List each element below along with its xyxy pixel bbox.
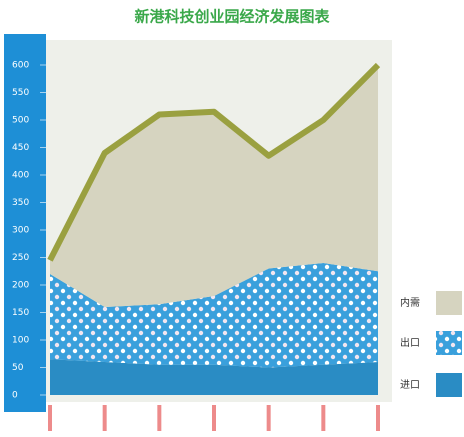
x-tick — [212, 405, 216, 431]
y-tick-label: 450 — [12, 143, 29, 153]
x-tick — [48, 405, 52, 431]
top-line — [47, 62, 381, 262]
y-tick-label: 550 — [12, 88, 29, 98]
y-tick-label: 0 — [12, 391, 18, 401]
y-tick-label: 500 — [12, 116, 29, 126]
y-tick-label: 600 — [12, 61, 29, 71]
x-tick — [376, 405, 380, 431]
legend-swatch — [436, 373, 462, 397]
legend-swatch — [436, 291, 462, 315]
y-tick-label: 100 — [12, 336, 29, 346]
chart-title: 新港科技创业园经济发展图表 — [134, 8, 330, 26]
legend-label: 内需 — [400, 296, 420, 309]
y-tick-label: 50 — [12, 363, 24, 373]
area — [50, 359, 378, 395]
x-tick — [157, 405, 162, 431]
area — [50, 263, 378, 368]
y-tick-label: 300 — [12, 226, 29, 236]
y-tick-label: 250 — [12, 253, 29, 263]
x-tick — [321, 405, 326, 431]
y-tick-label: 400 — [12, 171, 29, 181]
x-tick — [102, 405, 107, 431]
y-tick-label: 150 — [12, 308, 29, 318]
y-tick-label: 350 — [12, 198, 29, 208]
legend-label: 进口 — [400, 379, 420, 391]
y-tick-label: 200 — [12, 281, 29, 291]
area — [50, 65, 378, 307]
axis-panel — [4, 34, 46, 412]
legend-label: 出口 — [400, 336, 420, 349]
legend-swatch — [436, 331, 462, 355]
x-tick — [266, 405, 271, 431]
